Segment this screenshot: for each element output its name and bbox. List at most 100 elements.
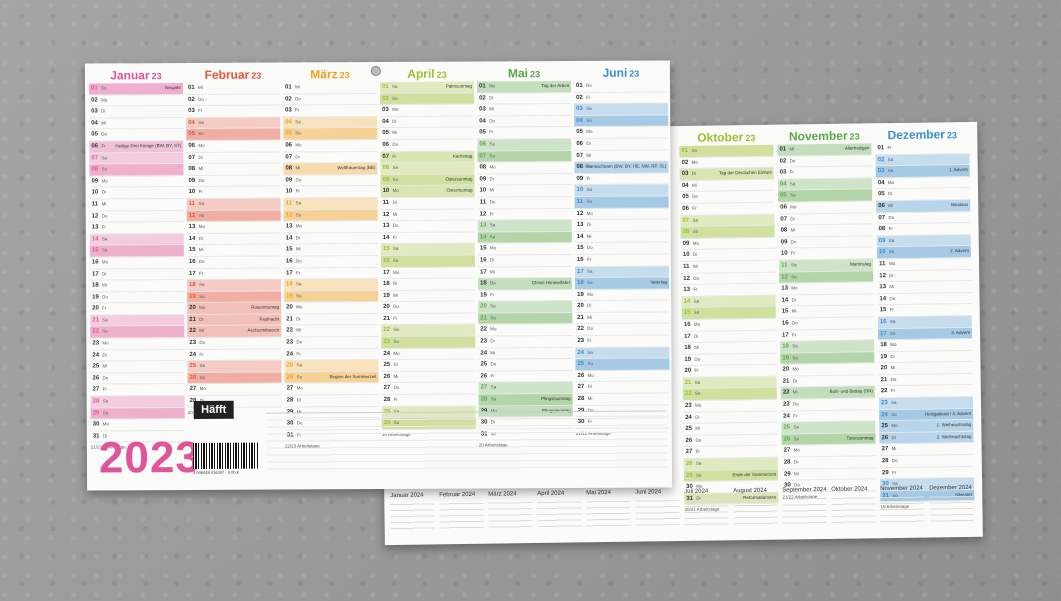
day-row: 25 So [575, 358, 670, 371]
day-row: 05 Mo [574, 126, 669, 139]
day-number: 05 [576, 129, 583, 136]
weekday-abbrev: Fr [791, 331, 797, 337]
mini-month-grid [782, 492, 827, 528]
day-number: 21 [286, 316, 293, 323]
mini-month-grid [831, 492, 876, 527]
day-number: 12 [382, 211, 390, 218]
weekday-abbrev: So [101, 247, 108, 253]
weekday-abbrev: Mi [586, 152, 592, 158]
month-name: Oktober [697, 130, 744, 145]
day-number: 13 [683, 286, 691, 294]
day-row: 25 Sa [284, 360, 379, 373]
day-number: 09 [479, 176, 487, 183]
day-number: 13 [285, 223, 293, 230]
day-row: 14 Di [283, 232, 378, 245]
day-number: 13 [91, 224, 99, 231]
day-number: 15 [576, 245, 584, 252]
day-row: 24 Fr [187, 349, 282, 362]
month-name: Januar [110, 68, 150, 83]
day-row: 04 Di [380, 116, 475, 129]
day-row: 01 Mo Tag der Arbeit [476, 80, 572, 94]
day-number: 27 [783, 447, 791, 455]
weekday-abbrev: Sa [392, 246, 399, 252]
weekday-abbrev: Mi [101, 201, 107, 207]
day-number: 21 [480, 315, 487, 322]
mini-month-grid [390, 498, 435, 534]
day-row: 11 Mi [89, 198, 184, 212]
holiday-label: Ostersonntag [445, 176, 473, 182]
day-row: 21 Di Fastnacht [187, 314, 282, 327]
day-number: 28 [881, 458, 889, 465]
day-row: 01 Mi [185, 82, 281, 95]
day-number: 26 [783, 436, 791, 443]
day-row: 11 Di [380, 197, 475, 210]
day-row: 12 Fr [477, 208, 572, 221]
day-number: 13 [576, 222, 584, 229]
weekday-abbrev: Di [490, 338, 495, 344]
day-number: 22 [189, 328, 196, 335]
day-row: 24 Mo [381, 348, 476, 361]
day-number: 07 [682, 217, 690, 224]
weekday-abbrev: Di [791, 297, 796, 303]
day-number: 07 [878, 214, 886, 221]
weekday-abbrev: Fr [889, 307, 894, 313]
day-number: 19 [880, 353, 888, 360]
day-row: 21 Fr [381, 313, 476, 326]
day-number: 16 [479, 257, 487, 264]
weekday-abbrev: Mi [587, 314, 592, 320]
day-row: 15 Mo [477, 243, 572, 256]
weekday-abbrev: Mo [790, 204, 797, 210]
day-number: 10 [479, 187, 487, 194]
day-number: 15 [188, 247, 196, 254]
day-number: 25 [92, 363, 100, 370]
day-row: 09 Mo [89, 175, 184, 188]
day-number: 24 [881, 411, 888, 418]
day-number: 07 [382, 153, 390, 160]
day-row: 18 Sa [187, 279, 282, 292]
mini-month: August 2024 [733, 488, 778, 529]
day-number: 27 [685, 449, 693, 456]
day-row: 25 Mi [90, 361, 185, 374]
day-number: 06 [188, 142, 196, 149]
weekday-abbrev: Fr [586, 256, 592, 262]
day-number: 07 [780, 216, 788, 223]
weekday-abbrev: Mo [392, 269, 400, 275]
weekday-abbrev: Mi [790, 227, 796, 233]
day-row: 08 Mi Weltfrauentag (BE) [283, 163, 378, 176]
day-number: 14 [879, 295, 887, 302]
day-row: 13 Do [380, 220, 475, 233]
month-year: 23 [745, 132, 756, 144]
day-row: 26 Mo [575, 370, 670, 383]
weekday-abbrev: Fr [587, 337, 592, 343]
weekday-abbrev: Mi [198, 247, 204, 253]
barcode-number: 4 006448 416397 · 0,00 € [193, 469, 239, 475]
day-number: 17 [781, 331, 789, 339]
month-name: Februar [204, 67, 250, 82]
day-number: 15 [479, 245, 487, 252]
day-number: 11 [91, 201, 98, 208]
month-title: Mai 23 [477, 65, 571, 81]
weekday-abbrev: Fr [490, 292, 495, 298]
weekday-abbrev: So [695, 472, 702, 478]
weekday-abbrev: Mo [694, 402, 702, 408]
day-row: 17 Fr [186, 268, 282, 281]
day-number: 14 [285, 235, 293, 242]
weekday-abbrev: Mo [199, 305, 206, 311]
weekday-abbrev: Do [102, 375, 109, 381]
day-row: 03 Fr [186, 105, 281, 118]
month-mai: Mai 23 01 Mo Tag der Arbeit 02 Di 03 Mi 04 Do 05 Fr 0… [476, 65, 573, 448]
weekday-abbrev: Sa [695, 460, 702, 466]
weekday-abbrev: Mi [694, 344, 699, 350]
front-month-columns: Januar 23 01 So Neujahr 02 Mo 03 Di 04 Mi 05 Do 06 Fr H… [85, 60, 670, 450]
day-row: 27 Sa [478, 382, 573, 395]
weekday-abbrev: Mo [692, 240, 700, 246]
day-number: 13 [479, 222, 487, 229]
day-row: 09 So Ostersonntag [380, 174, 475, 187]
day-number: 10 [285, 188, 293, 195]
day-row: 12 So [283, 209, 378, 222]
weekday-abbrev: Mi [393, 373, 399, 379]
day-row: 09 Di [477, 173, 572, 186]
weekday-abbrev: Mo [488, 83, 496, 89]
day-row: 08 Sa [380, 162, 475, 175]
weekday-abbrev: Sa [490, 303, 496, 309]
